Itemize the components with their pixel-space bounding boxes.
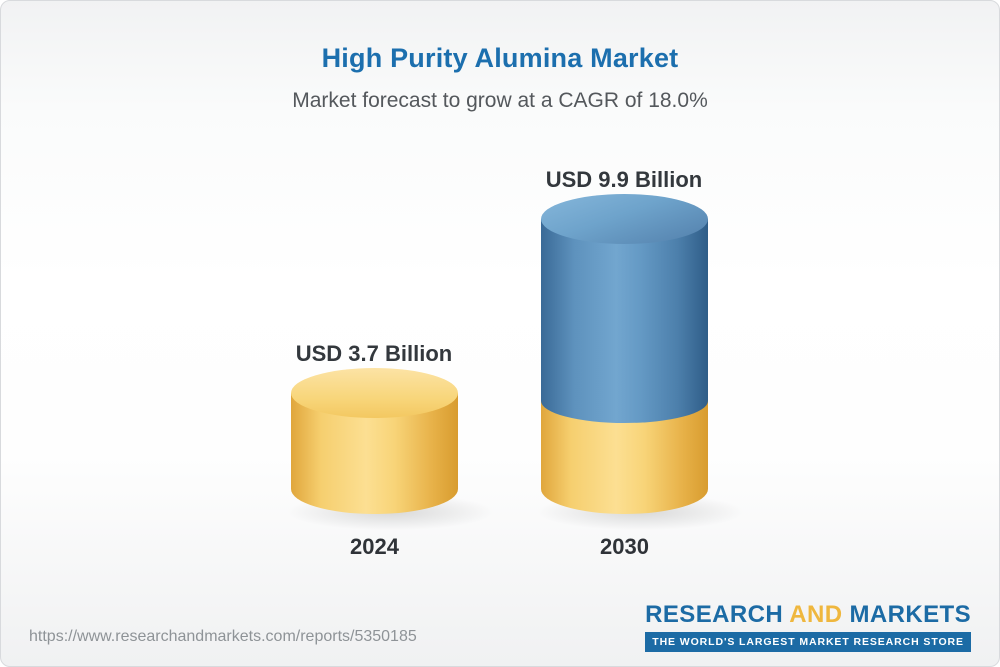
logo-word-and: AND bbox=[789, 601, 843, 628]
x-axis-label-2024: 2024 bbox=[350, 534, 399, 559]
bar-2030-growth-segment bbox=[541, 219, 708, 423]
value-label-2024: USD 3.7 Billion bbox=[295, 341, 453, 366]
bar-2030-cylinder-top bbox=[541, 194, 708, 244]
report-url-link[interactable]: https://www.researchandmarkets.com/repor… bbox=[29, 628, 417, 645]
logo-word-markets: MARKETS bbox=[849, 601, 971, 628]
chart-subtitle: Market forecast to grow at a CAGR of 18.… bbox=[292, 89, 708, 112]
value-label-2030: USD 9.9 Billion bbox=[545, 167, 703, 192]
chart-title: High Purity Alumina Market bbox=[321, 43, 679, 73]
logo-word-research: RESEARCH bbox=[645, 601, 784, 628]
logo-text: RESEARCH AND MARKETS bbox=[645, 601, 971, 629]
bar-2024 bbox=[291, 368, 458, 514]
bar-2024-cylinder-top bbox=[291, 368, 458, 418]
bar-2030 bbox=[541, 194, 708, 514]
logo-research-and-markets: RESEARCH AND MARKETS THE WORLD'S LARGEST… bbox=[645, 601, 971, 652]
logo-tagline: THE WORLD'S LARGEST MARKET RESEARCH STOR… bbox=[645, 632, 971, 652]
x-axis-label-2030: 2030 bbox=[600, 534, 649, 559]
